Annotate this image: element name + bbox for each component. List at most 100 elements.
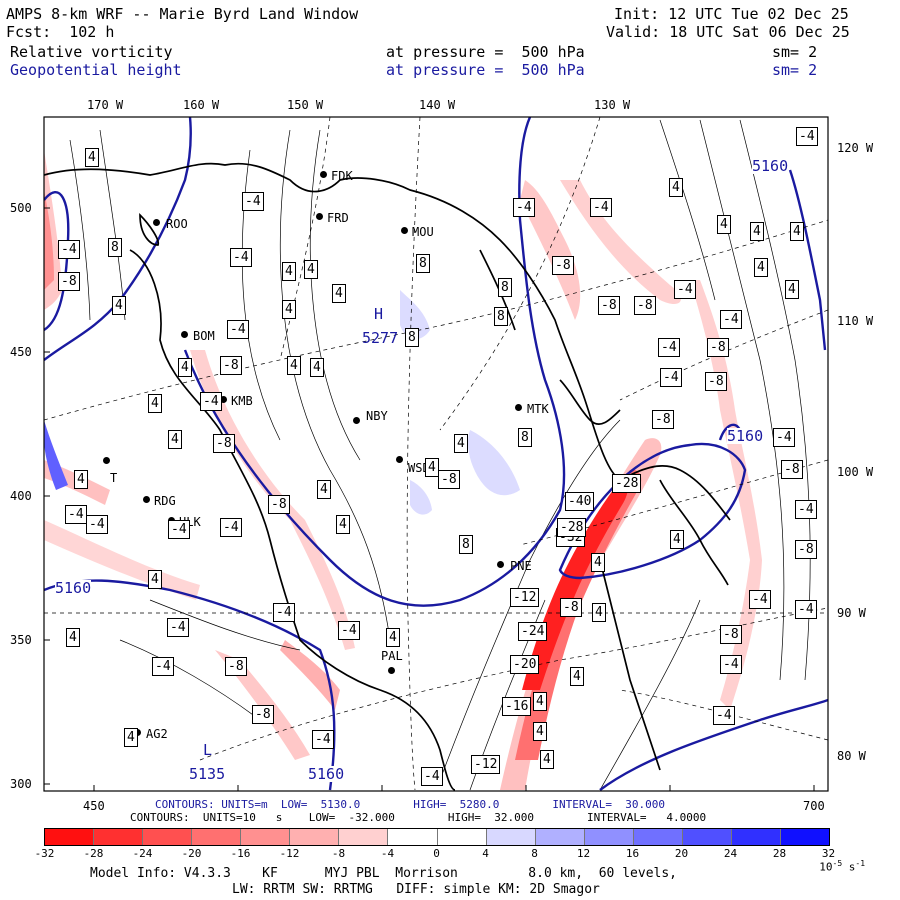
- vorticity-contour-label: 4: [282, 262, 296, 281]
- vorticity-contour-label: -8: [652, 410, 674, 429]
- coastline: [44, 162, 731, 791]
- colorbar-tick-label: -24: [132, 847, 153, 860]
- vorticity-contour-label: -8: [552, 256, 574, 275]
- bottom-x-label: 450: [83, 799, 105, 813]
- colorbar-tick-label: -32: [34, 847, 55, 860]
- colorbar-tick-label: -20: [181, 847, 202, 860]
- vorticity-contour-label: -4: [152, 657, 174, 676]
- vorticity-contour-label: 4: [533, 722, 547, 741]
- vorticity-contour-label: 4: [386, 628, 400, 647]
- vorticity-contour-label: 4: [282, 300, 296, 319]
- station-label: T: [110, 471, 118, 485]
- field1-level: at pressure = 500 hPa: [386, 43, 585, 61]
- vorticity-contour-label: 4: [425, 458, 439, 477]
- vorticity-contour-label: -8: [225, 657, 247, 676]
- vorticity-contour-label: 4: [454, 434, 468, 453]
- colorbar-tick-label: -8: [331, 847, 346, 860]
- station-BOM: [181, 331, 188, 338]
- vorticity-contour-label: -4: [421, 767, 443, 786]
- low-value: 5135: [189, 765, 226, 783]
- vorticity-contour-label: -4: [242, 192, 264, 211]
- forecast-hour: Fcst: 102 h: [6, 23, 115, 41]
- left-y-label: 400: [10, 489, 32, 503]
- vorticity-contour-label: -4: [273, 603, 295, 622]
- colorbar-unit: 10-5 s-1: [819, 859, 866, 874]
- vorticity-contour-label: -8: [634, 296, 656, 315]
- vorticity-contour-label: -4: [749, 590, 771, 609]
- top-lon-label: 160 W: [183, 98, 220, 112]
- station-label: FDK: [331, 169, 353, 183]
- vorticity-contour-label: 4: [669, 178, 683, 197]
- vorticity-contour-label: 4: [74, 470, 88, 489]
- colorbar-tick-label: 24: [723, 847, 738, 860]
- left-y-label: 350: [10, 633, 32, 647]
- top-lon-label: 130 W: [594, 98, 631, 112]
- vorticity-contour-label: -4: [86, 515, 108, 534]
- left-y-label: 450: [10, 345, 32, 359]
- colorbar-swatch: [290, 829, 340, 845]
- station-MTK: [515, 404, 522, 411]
- colorbar-tick-label: 12: [576, 847, 591, 860]
- colorbar-swatch: [339, 829, 389, 845]
- vorticity-contour-label: -8: [705, 372, 727, 391]
- vorticity-contour-label: 4: [168, 430, 182, 449]
- high-marker: H: [374, 305, 384, 323]
- station-WSD: [396, 456, 403, 463]
- vorticity-contour-label: 4: [317, 480, 331, 499]
- high-value: 5277: [362, 329, 399, 347]
- colorbar-swatch: [437, 829, 487, 845]
- vorticity-contour-label: 8: [518, 428, 532, 447]
- vorticity-contour-label: 4: [148, 570, 162, 589]
- height-contour-info: CONTOURS: UNITS=m LOW= 5130.0 HIGH= 5280…: [155, 798, 665, 811]
- height-contour-label: 5160: [752, 157, 789, 175]
- height-contour-label: 5160: [55, 579, 92, 597]
- vorticity-contour-label: 4: [592, 603, 606, 622]
- vorticity-contour-label: -8: [720, 625, 742, 644]
- colorbar-tick-label: 16: [625, 847, 640, 860]
- vorticity-contour-label: -4: [168, 520, 190, 539]
- vorticity-contour-label: 8: [459, 535, 473, 554]
- bottom-x-label: 700: [803, 799, 825, 813]
- station-label: ROO: [166, 217, 188, 231]
- vorticity-contour-label: -4: [513, 198, 535, 217]
- low-marker: L: [203, 741, 213, 759]
- vorticity-contour-label: 4: [533, 692, 547, 711]
- vorticity-contour-label: -8: [268, 495, 290, 514]
- map-title: AMPS 8-km WRF -- Marie Byrd Land Window: [6, 5, 359, 23]
- station-label: MTK: [527, 402, 549, 416]
- field2-level: at pressure = 500 hPa: [386, 61, 585, 79]
- vorticity-contour-label: -4: [720, 310, 742, 329]
- vorticity-contour-label: -40: [565, 492, 595, 511]
- colorbar: [44, 828, 830, 846]
- vorticity-contour-label: -20: [510, 655, 540, 674]
- vorticity-contour-label: 8: [498, 278, 512, 297]
- vorticity-contour-label: -4: [230, 248, 252, 267]
- top-lon-label: 150 W: [287, 98, 324, 112]
- vorticity-contour-label: -4: [338, 621, 360, 640]
- vorticity-contour-label: -4: [58, 240, 80, 259]
- vorticity-contour-label: 4: [287, 356, 301, 375]
- colorbar-swatch: [94, 829, 144, 845]
- field1-smoothing: sm= 2: [772, 43, 818, 61]
- station-T: [103, 457, 110, 464]
- vorticity-contour-label: -4: [795, 600, 817, 619]
- vorticity-contour-label: 4: [66, 628, 80, 647]
- station-RDG: [143, 496, 150, 503]
- colorbar-swatch: [486, 829, 536, 845]
- vorticity-contour-label: 8: [405, 328, 419, 347]
- vorticity-contour-label: 4: [332, 284, 346, 303]
- vorticity-contour-info: CONTOURS: UNITS=10 s LOW= -32.000 HIGH= …: [130, 811, 707, 824]
- vorticity-contour-label: -4: [658, 338, 680, 357]
- left-y-label: 300: [10, 777, 32, 791]
- vorticity-contour-label: -4: [220, 518, 242, 537]
- vorticity-contour-label: 4: [178, 358, 192, 377]
- station-label: AG2: [146, 727, 168, 741]
- right-lon-label: 110 W: [837, 314, 874, 328]
- station-label: KMB: [231, 394, 253, 408]
- colorbar-tick-label: 0: [433, 847, 440, 860]
- colorbar-swatch: [241, 829, 291, 845]
- colorbar-swatch: [143, 829, 193, 845]
- vorticity-contour-label: 4: [750, 222, 764, 241]
- vorticity-contour-label: -8: [213, 434, 235, 453]
- vorticity-contour-label: -12: [471, 755, 501, 774]
